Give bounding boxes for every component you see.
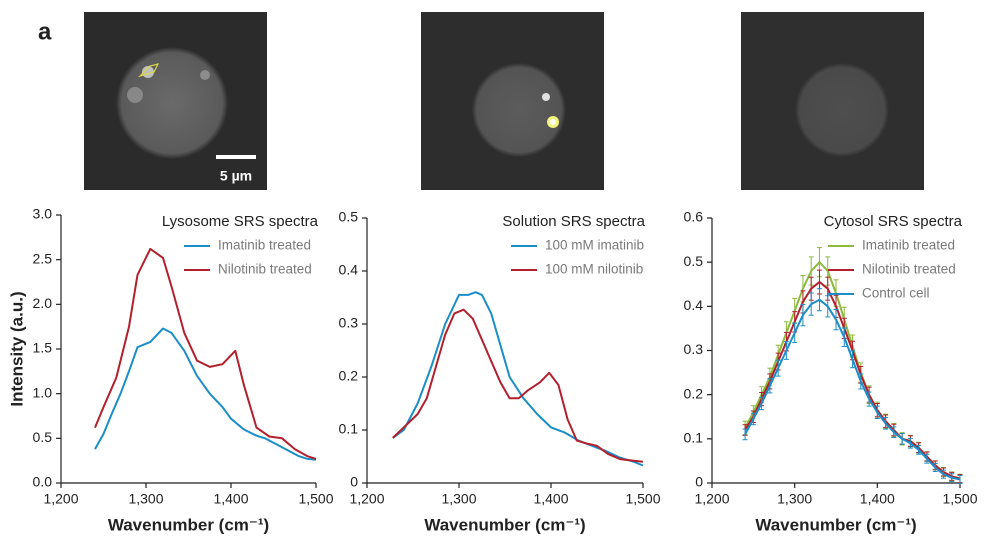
series: [742, 269, 963, 484]
legend-label: 100 mM imatinib: [545, 238, 644, 253]
y-tick-label: 0.2: [684, 385, 704, 401]
y-tick-label: 0.1: [339, 421, 359, 437]
legend-label: Imatinib treated: [218, 238, 311, 253]
series: [742, 288, 963, 484]
y-tick-label: 2.0: [33, 295, 53, 311]
series-line: [744, 298, 961, 481]
micrograph: 5 µm: [84, 12, 267, 190]
y-tick-label: 0.1: [684, 430, 704, 446]
x-tick-label: 1,500: [942, 491, 977, 507]
micrograph: [741, 12, 924, 190]
chart-title: Cytosol SRS spectra: [824, 213, 963, 230]
micrograph: [421, 12, 604, 190]
x-axis-label: Wavenumber (cm⁻¹): [108, 515, 269, 534]
y-tick-label: 0.6: [684, 209, 704, 225]
x-tick-label: 1,400: [533, 491, 568, 507]
y-tick-label: 2.5: [33, 250, 53, 266]
x-tick-label: 1,400: [860, 491, 895, 507]
y-tick-label: 0: [695, 474, 703, 490]
series: [94, 327, 317, 461]
x-tick-label: 1,300: [441, 491, 476, 507]
series: [94, 247, 317, 460]
x-tick-label: 1,500: [298, 491, 333, 507]
x-axis-label: Wavenumber (cm⁻¹): [424, 515, 585, 534]
x-tick-label: 1,200: [43, 491, 78, 507]
y-tick-label: 0.5: [339, 209, 359, 225]
legend-label: Imatinib treated: [862, 238, 955, 253]
y-tick-label: 0.5: [33, 429, 53, 445]
series-line: [392, 308, 644, 463]
y-tick-label: 0.3: [339, 315, 359, 331]
series-line: [94, 327, 317, 461]
y-tick-label: 0.3: [684, 341, 704, 357]
series-line: [392, 291, 644, 467]
x-tick-label: 1,200: [349, 491, 384, 507]
y-tick-label: 0.2: [339, 368, 359, 384]
panel-label: a: [38, 18, 52, 45]
series: [392, 291, 644, 467]
y-tick-label: 0.4: [339, 262, 359, 278]
chart-title: Solution SRS spectra: [502, 213, 645, 230]
y-tick-label: 0.0: [33, 474, 53, 490]
x-tick-label: 1,300: [777, 491, 812, 507]
y-axis-label: Intensity (a.u.): [7, 291, 26, 406]
legend-label: Nilotinib treated: [218, 262, 312, 277]
x-tick-label: 1,300: [128, 491, 163, 507]
legend-label: Control cell: [862, 286, 930, 301]
y-tick-label: 0.4: [684, 297, 704, 313]
y-tick-label: 0.5: [684, 253, 704, 269]
x-tick-label: 1,200: [694, 491, 729, 507]
chart-title: Lysosome SRS spectra: [162, 213, 319, 230]
legend-label: 100 mM nilotinib: [545, 262, 643, 277]
x-axis-label: Wavenumber (cm⁻¹): [755, 515, 916, 534]
y-tick-label: 3.0: [33, 206, 53, 222]
series-line: [94, 247, 317, 460]
series-line: [744, 281, 961, 480]
scale-bar-label: 5 µm: [220, 168, 252, 184]
error-bar: [742, 428, 748, 441]
y-tick-label: 0: [350, 474, 358, 490]
y-tick-label: 1.5: [33, 340, 53, 356]
x-tick-label: 1,400: [213, 491, 248, 507]
y-tick-label: 1.0: [33, 384, 53, 400]
series: [392, 308, 644, 463]
legend-label: Nilotinib treated: [862, 262, 956, 277]
x-tick-label: 1,500: [625, 491, 660, 507]
